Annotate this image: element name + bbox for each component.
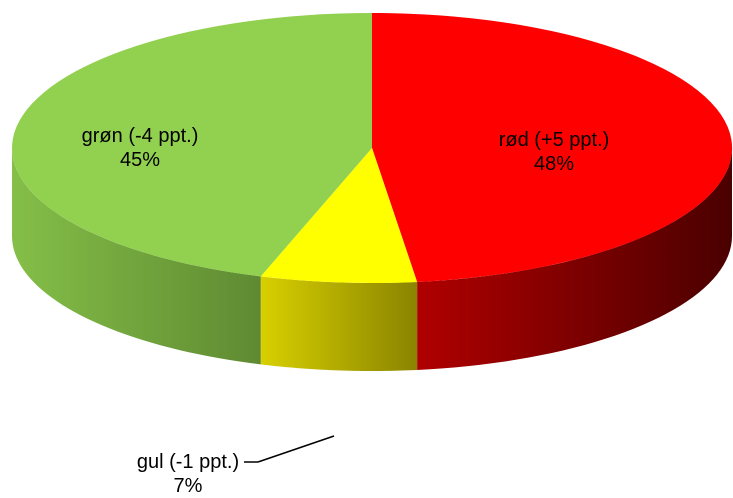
pie-side-red [417,148,732,370]
label-green-percent: 45% [119,149,161,171]
pie-side-green [12,148,261,365]
pie-slice-yellow [260,148,418,284]
label-red-name: rød (+5 ppt.) [498,129,610,151]
gul-leader-line-angled [257,435,335,463]
label-red-percent: 48% [533,153,575,175]
label-yellow-percent: 7% [173,475,203,497]
label-green-name: grøn (-4 ppt.) [81,125,199,147]
label-green: grøn (-4 ppt.) 45% [82,124,199,172]
pie-slice-red [372,12,733,282]
pie-side-yellow [260,276,418,371]
label-yellow: gul (-1 ppt.) 7% [137,450,239,498]
label-red: rød (+5 ppt.) 48% [499,128,610,176]
pie-slice-green [12,13,373,277]
label-yellow-name: gul (-1 ppt.) [136,451,240,473]
